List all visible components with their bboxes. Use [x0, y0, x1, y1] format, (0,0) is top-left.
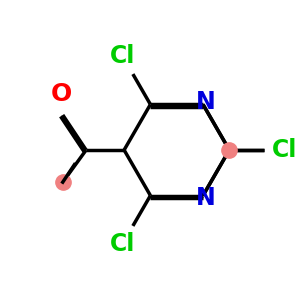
Text: Cl: Cl [110, 44, 135, 68]
Text: N: N [196, 187, 216, 211]
Text: O: O [51, 82, 72, 106]
Text: N: N [196, 89, 216, 113]
Text: Cl: Cl [110, 232, 135, 256]
Text: Cl: Cl [272, 138, 298, 162]
